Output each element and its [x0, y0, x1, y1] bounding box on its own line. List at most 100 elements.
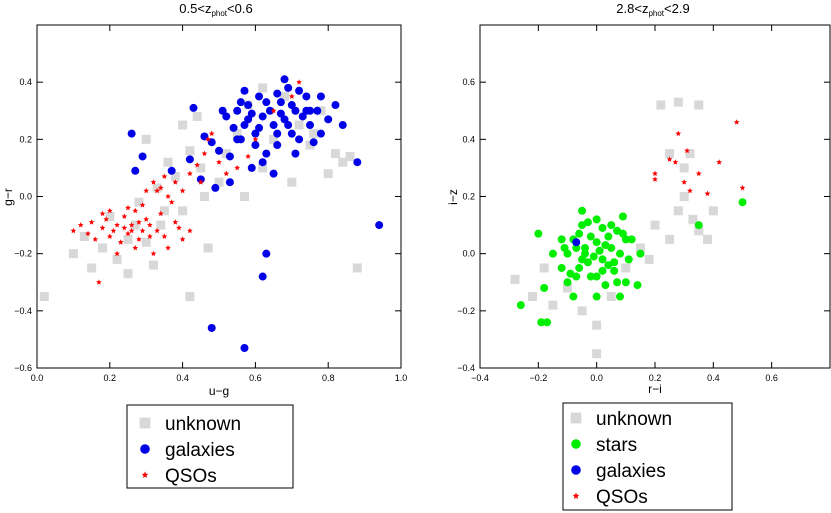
left-point-qsos	[234, 164, 241, 171]
right-x-tick-label: −0.4	[471, 373, 489, 383]
left-point-unknown	[196, 163, 206, 173]
left-point-qsos	[92, 236, 99, 242]
left-point-qsos	[194, 162, 200, 168]
right-x-tick-label: 0.6	[765, 373, 778, 383]
left-y-axis-label: g−r	[1, 188, 15, 206]
right-point-unknown	[635, 243, 645, 253]
left-legend-marker-galaxies	[140, 444, 150, 454]
left-point-qsos	[96, 279, 102, 285]
right-point-qsos	[672, 159, 679, 165]
right-point-stars	[592, 215, 601, 224]
left-point-unknown	[39, 292, 49, 302]
right-point-qsos	[687, 187, 693, 194]
left-point-qsos	[114, 250, 120, 257]
left-point-galaxies	[240, 343, 249, 352]
left-legend-box	[126, 404, 294, 489]
right-point-unknown	[656, 100, 666, 110]
left-point-galaxies	[295, 135, 304, 144]
right-point-qsos	[704, 190, 711, 197]
left-point-galaxies	[258, 272, 267, 281]
right-point-unknown	[688, 214, 698, 224]
right-legend-marker-stars	[571, 439, 581, 449]
left-series-unknown	[39, 83, 362, 302]
left-legend: unknown galaxies QSOs	[139, 414, 241, 487]
right-point-unknown	[606, 292, 616, 302]
right-x-tick-label: 0.2	[649, 373, 662, 383]
right-series-unknown	[510, 97, 718, 359]
right-point-stars	[557, 235, 566, 244]
left-point-galaxies	[338, 121, 347, 130]
left-point-qsos	[125, 204, 131, 211]
left-point-qsos	[121, 224, 128, 231]
left-point-galaxies	[295, 86, 304, 95]
left-point-unknown	[185, 146, 195, 156]
right-point-unknown	[673, 206, 683, 216]
right-point-stars	[572, 272, 581, 281]
right-x-tick-label: −0.2	[529, 373, 547, 383]
left-point-unknown	[330, 149, 340, 159]
right-title-post: <2.9	[664, 1, 690, 16]
left-point-galaxies	[240, 86, 249, 95]
left-point-galaxies	[258, 112, 267, 121]
left-point-unknown	[214, 177, 224, 187]
left-point-galaxies	[262, 249, 271, 258]
right-point-stars	[578, 255, 587, 264]
right-x-axis-label: r−i	[648, 382, 662, 396]
left-series-galaxies	[127, 75, 384, 352]
left-point-galaxies	[207, 323, 216, 332]
left-point-galaxies	[218, 106, 227, 115]
left-point-galaxies	[316, 129, 325, 138]
left-point-unknown	[221, 149, 231, 159]
right-point-stars	[586, 272, 595, 281]
left-point-qsos	[296, 79, 302, 85]
right-point-qsos	[684, 147, 690, 154]
left-legend-marker-unknown	[139, 417, 151, 429]
left-point-qsos	[85, 230, 91, 237]
left-point-qsos	[216, 159, 222, 165]
right-legend-marker-qsos	[572, 492, 580, 499]
left-point-qsos	[179, 236, 186, 242]
left-point-unknown	[203, 243, 213, 253]
left-point-qsos	[99, 224, 106, 231]
left-point-unknown	[287, 177, 297, 187]
right-point-unknown	[679, 192, 689, 201]
left-y-tick-label: −0.4	[14, 306, 32, 316]
left-point-galaxies	[138, 152, 147, 161]
left-point-unknown	[185, 292, 195, 302]
right-point-qsos	[675, 130, 682, 136]
left-point-qsos	[121, 213, 128, 219]
right-point-unknown	[694, 100, 704, 110]
left-point-unknown	[294, 120, 304, 130]
right-y-tick-label: −0.4	[457, 363, 475, 373]
right-data-points	[510, 97, 747, 359]
left-y-tick-label: −0.2	[14, 249, 32, 259]
left-point-galaxies	[273, 129, 282, 138]
left-point-galaxies	[276, 98, 285, 107]
left-point-galaxies	[247, 163, 256, 172]
right-point-unknown	[528, 292, 537, 302]
right-point-stars	[607, 243, 616, 252]
right-point-stars	[601, 281, 610, 290]
left-point-galaxies	[284, 121, 293, 130]
right-legend-marker-galaxies	[571, 465, 581, 475]
left-series-qsos	[70, 79, 302, 285]
right-series-stars	[516, 198, 747, 327]
left-chart-title: 0.5<zphot<0.6	[179, 1, 252, 18]
left-point-qsos	[197, 179, 204, 185]
left-point-unknown	[323, 169, 333, 179]
left-point-unknown	[178, 206, 188, 216]
right-point-stars	[589, 252, 598, 261]
right-point-stars	[613, 278, 622, 287]
left-panel: 0.5<zphot<0.6 0.0 0.2 0.4 0.6 0.8 1.0 −0.6 −0.4…	[1, 1, 408, 489]
left-point-unknown	[239, 192, 249, 201]
left-point-qsos	[172, 179, 179, 185]
left-y-tick-label: 0.4	[19, 77, 32, 87]
left-point-unknown	[123, 234, 133, 244]
left-title-pre: 0.5<z	[179, 1, 211, 16]
right-point-stars	[738, 198, 747, 207]
right-point-galaxies	[572, 238, 581, 247]
left-point-unknown	[178, 120, 188, 130]
right-point-qsos	[681, 179, 687, 185]
left-x-tick-label: 1.0	[395, 373, 408, 383]
left-point-qsos	[136, 236, 142, 242]
